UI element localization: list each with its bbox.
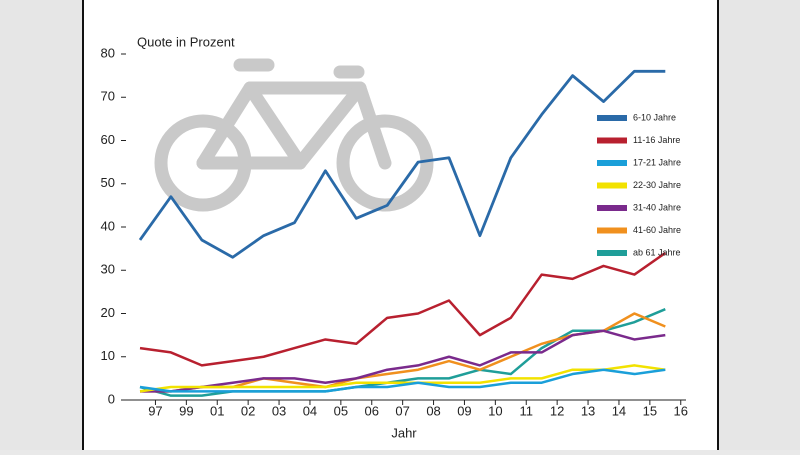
series-line [139,368,666,393]
x-tick-label: 06 [365,403,379,418]
x-tick-label: 14 [612,403,626,418]
series-line [138,69,666,259]
legend-label: 22-30 Jahre [633,180,681,190]
x-tick-label: 01 [210,403,224,418]
y-tick-label: 10 [101,348,115,363]
legend-swatch [597,250,627,256]
legend-label: 31-40 Jahre [633,202,681,212]
legend-label: 6-10 Jahre [633,112,676,122]
legend-swatch [597,137,627,144]
x-axis-label: Jahr [391,425,417,440]
legend-swatch [597,227,627,234]
x-tick-label: 04 [303,403,317,418]
bicycle-icon [154,58,434,212]
legend-label: ab 61 Jahre [633,247,681,257]
x-tick-label: 03 [272,403,286,418]
x-tick-label: 09 [457,403,471,418]
x-tick-label: 99 [179,403,193,418]
x-tick-label: 12 [550,403,564,418]
legend-swatch [597,182,627,189]
legend-swatch [597,160,627,166]
x-tick-label: 05 [334,403,348,418]
y-tick-label: 20 [101,305,115,320]
y-tick-label: 40 [101,218,115,233]
legend-label: 41-60 Jahre [633,225,681,235]
series-line [139,364,666,393]
x-tick-label: 16 [674,403,688,418]
x-tick-label: 11 [520,403,534,418]
x-tick-label: 10 [488,403,502,418]
y-tick-label: 30 [101,262,115,277]
y-tick-label: 80 [101,45,115,60]
legend-label: 17-21 Jahre [633,157,681,167]
x-tick-label: 15 [643,403,657,418]
y-tick-label: 70 [101,89,115,104]
y-tick-label: 60 [101,132,115,147]
legend-label: 11-16 Jahre [633,135,680,145]
series-line [139,251,667,367]
legend-swatch [597,115,627,121]
y-tick-label: 0 [108,391,115,406]
x-tick-label: 97 [148,403,162,418]
x-tick-label: 13 [581,403,595,418]
y-tick-label: 50 [101,175,115,190]
chart-title: Quote in Prozent [137,34,235,49]
x-tick-label: 08 [426,403,440,418]
x-tick-label: 07 [395,403,409,418]
series-line [140,329,666,393]
legend-swatch [597,205,627,211]
x-tick-label: 02 [241,403,255,418]
